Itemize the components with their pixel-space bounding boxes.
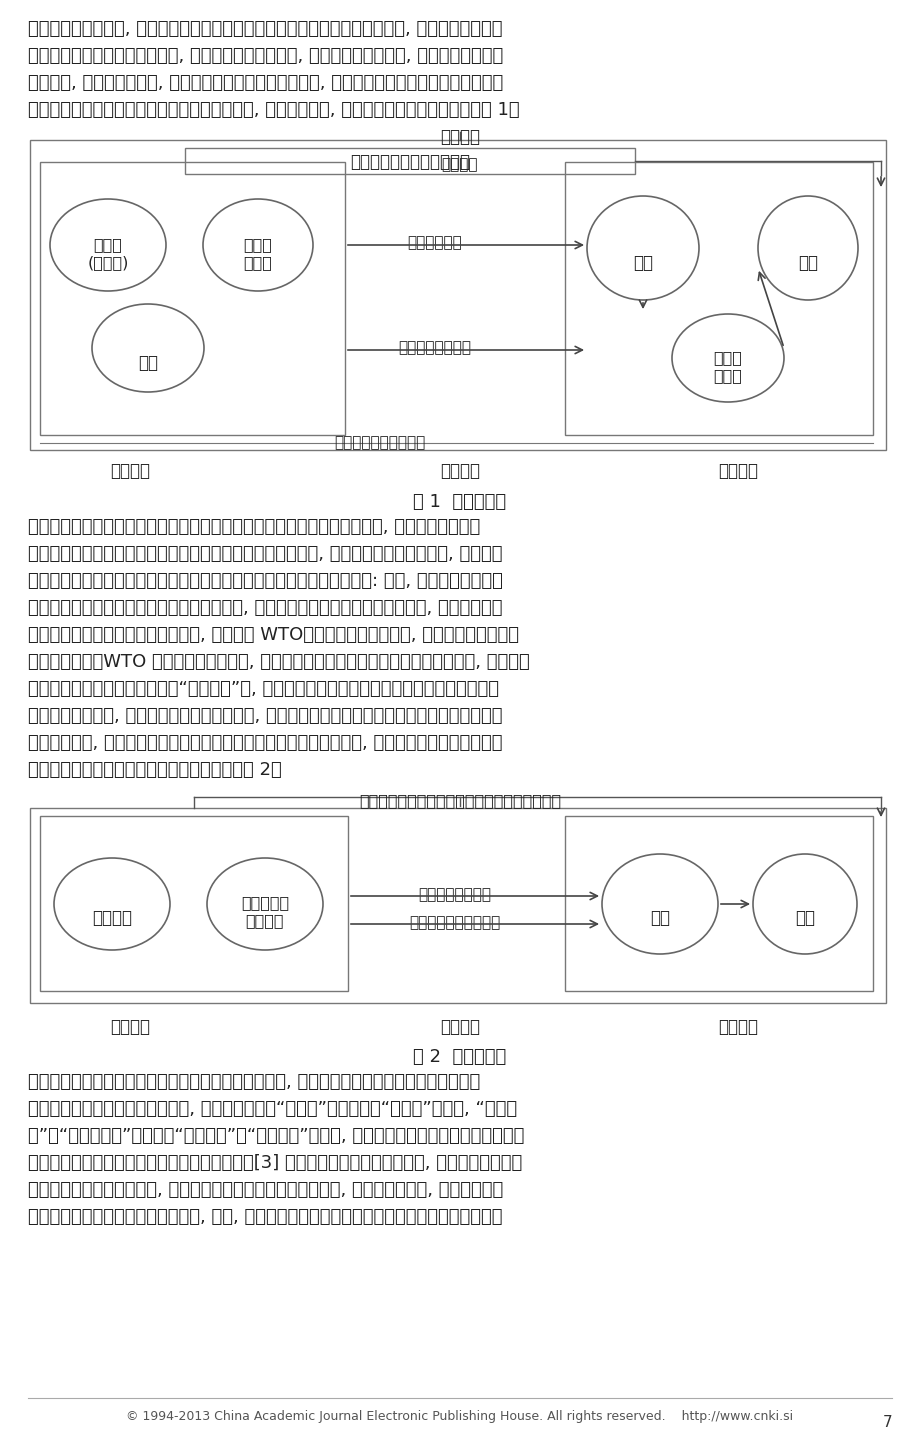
- Text: 草原: 草原: [632, 254, 652, 272]
- Text: 生态保护地: 生态保护地: [241, 895, 289, 910]
- Text: 植被恢复: 植被恢复: [441, 157, 478, 171]
- Bar: [30, 140, 885, 450]
- Text: 受益者: 受益者: [94, 237, 122, 252]
- Text: 补偿主体: 补偿主体: [110, 462, 150, 480]
- Text: 域或生态环境保护成绩显著区域的补助。（见图 2）: 域或生态环境保护成绩显著区域的补助。（见图 2）: [28, 762, 281, 779]
- Ellipse shape: [752, 855, 857, 955]
- Text: 原地区也是我国大多数河流的发源地, 所以, 西北部草原地区又是上游地区。补偿的方式主要有以下: 原地区也是我国大多数河流的发源地, 所以, 西北部草原地区又是上游地区。补偿的方…: [28, 1208, 502, 1226]
- Text: 区政府草原生态补偿的转移支付。在国家财政转移支付项目中, 应增加草地生态补偿科目, 加大对牧: 区政府草原生态补偿的转移支付。在国家财政转移支付项目中, 应增加草地生态补偿科目…: [28, 544, 502, 563]
- Text: 区草地资源的补贴力度。中央政府的草原生态补偿应从以下几个方面考虑: 第一, 从国民经济中按现: 区草地资源的补贴力度。中央政府的草原生态补偿应从以下几个方面考虑: 第一, 从国…: [28, 572, 503, 590]
- Bar: [40, 161, 345, 434]
- Ellipse shape: [586, 196, 698, 300]
- Text: (破坏者): (破坏者): [87, 254, 129, 270]
- Ellipse shape: [601, 855, 717, 955]
- Text: © 1994-2013 China Academic Journal Electronic Publishing House. All rights reser: © 1994-2013 China Academic Journal Elect…: [126, 1410, 793, 1423]
- Text: 牧民: 牧民: [797, 254, 817, 272]
- Text: 境的恢复提供有力的资金保障。第二, 积极利用 WTO绿筱政策中的有关规定, 向草原生态经济系统: 境的恢复提供有力的资金保障。第二, 积极利用 WTO绿筱政策中的有关规定, 向草…: [28, 626, 518, 644]
- Text: 草原生态工程专项补贴: 草原生态工程专项补贴: [334, 434, 425, 450]
- Text: 牧区地: 牧区地: [713, 350, 742, 364]
- Text: 金应由当地政府管理, 由企业、牧民和政府共同决定其使用方式和范围等。其次, 旗县一级地方政府: 金应由当地政府管理, 由企业、牧民和政府共同决定其使用方式和范围等。其次, 旗县…: [28, 20, 502, 39]
- Text: 应将部分资源环境税返还给草原, 改善草原生态环境质量, 方式可以是专项补偿, 也可以纳入专项基: 应将部分资源环境税返还给草原, 改善草原生态环境质量, 方式可以是专项补偿, 也…: [28, 47, 503, 64]
- Text: 的前提下引导牧区畲牧业由粗放型向集约化发展, 减少牲畜头数, 降低对草原生态的压力。（见图 1）: 的前提下引导牧区畲牧业由粗放型向集约化发展, 减少牲畜头数, 降低对草原生态的压…: [28, 101, 519, 119]
- Text: 补偿方式: 补偿方式: [439, 1017, 480, 1036]
- Text: 专项草原生态补贴: 专项草原生态补贴: [418, 887, 491, 902]
- Text: 图 1  基础补偿层: 图 1 基础补偿层: [413, 493, 506, 512]
- Ellipse shape: [207, 857, 323, 950]
- Text: 国家提取的草原生态补偿资金、草原生态补偿税: 国家提取的草原生态补偿资金、草原生态补偿税: [358, 793, 561, 807]
- Text: 生态建设投资: 生态建设投资: [407, 234, 462, 250]
- Text: 牧民: 牧民: [650, 909, 669, 927]
- Text: 减少对草原的破坏: 减少对草原的破坏: [398, 340, 471, 354]
- Text: 中央政府: 中央政府: [92, 909, 131, 927]
- Text: 行生态环境损失提取一定比例的生态补偿资金, 再按各种生态环境类别设立专项基金, 为草原生态环: 行生态环境损失提取一定比例的生态补偿资金, 再按各种生态环境类别设立专项基金, …: [28, 599, 502, 617]
- Bar: [30, 807, 885, 1003]
- Text: 草原: 草原: [794, 909, 814, 927]
- Text: （二）纵向补偿层。纵向补偿层以中央政府的直接转移支付和间接补偿为主, 结合省、市或自治: （二）纵向补偿层。纵向补偿层以中央政府的直接转移支付和间接补偿为主, 结合省、市…: [28, 517, 480, 536]
- Text: 补偿方式: 补偿方式: [439, 462, 480, 480]
- Text: 原生态、缩小地区差距、均衡地区财力的目的。[3] 西北部草原是东部的生态屏障, 对东部的经济健康: 原生态、缩小地区差距、均衡地区财力的目的。[3] 西北部草原是东部的生态屏障, …: [28, 1155, 522, 1172]
- Text: 地退化地区可以积极利用的。在“绿筱政策”中, 可利用自然灾害救济补贴笹措抑制草原生态经济系: 地退化地区可以积极利用的。在“绿筱政策”中, 可利用自然灾害救济补贴笹措抑制草原…: [28, 680, 498, 697]
- Ellipse shape: [92, 304, 204, 392]
- Text: 牧区地: 牧区地: [244, 237, 272, 252]
- Text: 方政府: 方政府: [244, 254, 272, 270]
- Text: 生态脆弱地区, 通过建立激励草地环境保护与生态建设的财政补贴制度, 增加对草地生态保护良好区: 生态脆弱地区, 通过建立激励草地环境保护与生态建设的财政补贴制度, 增加对草地生…: [28, 735, 502, 752]
- Text: 补偿客体: 补偿客体: [717, 462, 757, 480]
- Ellipse shape: [203, 199, 312, 292]
- Text: 7: 7: [881, 1415, 891, 1429]
- Ellipse shape: [54, 857, 170, 950]
- Ellipse shape: [757, 196, 857, 300]
- Ellipse shape: [50, 199, 165, 292]
- Text: 省级政府: 省级政府: [245, 913, 284, 927]
- Text: 补偿主体: 补偿主体: [110, 1017, 150, 1036]
- Text: 发展具有决定性作用。同时, 西北部草原地区与东中部地区相比较, 又是欠发达地区, 而且西北部草: 发展具有决定性作用。同时, 西北部草原地区与东中部地区相比较, 又是欠发达地区,…: [28, 1180, 503, 1199]
- Text: 金。最后, 通过教育和培训, 提高农牧民保护草原生态的意识, 在增加对牧民补贴和不减少牧民收入: 金。最后, 通过教育和培训, 提高农牧民保护草原生态的意识, 在增加对牧民补贴和…: [28, 74, 503, 91]
- Text: 方政府: 方政府: [713, 369, 742, 383]
- Bar: [564, 816, 872, 990]
- Bar: [40, 816, 347, 990]
- Text: 专项草原生态工程补贴: 专项草原生态工程补贴: [409, 915, 500, 930]
- Bar: [564, 161, 872, 434]
- Text: 补偿客体: 补偿客体: [717, 1017, 757, 1036]
- Text: （三）横向补偿层。横向补偿层是在既定的财政体制下, 同级的各地方政府通过实行横向转移支: （三）横向补偿层。横向补偿层是在既定的财政体制下, 同级的各地方政府通过实行横向…: [28, 1073, 480, 1090]
- Text: 图 2  纵向补偿层: 图 2 纵向补偿层: [413, 1047, 506, 1066]
- Text: 牧民: 牧民: [138, 354, 158, 372]
- Text: 进行转移支付。WTO 所倡导的绿筱政策中, 有自然灾害补贴、环境补贴、结构调整补贴等, 这都是土: 进行转移支付。WTO 所倡导的绿筱政策中, 有自然灾害补贴、环境补贴、结构调整补…: [28, 653, 529, 672]
- Text: 付实现草原生态供给和需求的平衡, 一般是草原生态“受益区”对草原生态“保护区”的补偿, “发达地: 付实现草原生态供给和需求的平衡, 一般是草原生态“受益区”对草原生态“保护区”的…: [28, 1100, 516, 1117]
- Text: 统退化资金。最后, 国家应统一征收生态补偿税, 并将税收通过专项补偿或设立专项基金转移到草原: 统退化资金。最后, 国家应统一征收生态补偿税, 并将税收通过专项补偿或设立专项基…: [28, 707, 502, 725]
- Text: 区”对“欠发达地区”的补偿、“下游区域”对“上游区域”的补偿, 以达到地区间互相支援、共同保护草: 区”对“欠发达地区”的补偿、“下游区域”对“上游区域”的补偿, 以达到地区间互相…: [28, 1127, 524, 1145]
- Text: 直接补贴: 直接补贴: [439, 129, 480, 146]
- Ellipse shape: [671, 314, 783, 402]
- Bar: [185, 149, 634, 174]
- Text: 草原环境资源税费专项基金: 草原环境资源税费专项基金: [349, 153, 470, 171]
